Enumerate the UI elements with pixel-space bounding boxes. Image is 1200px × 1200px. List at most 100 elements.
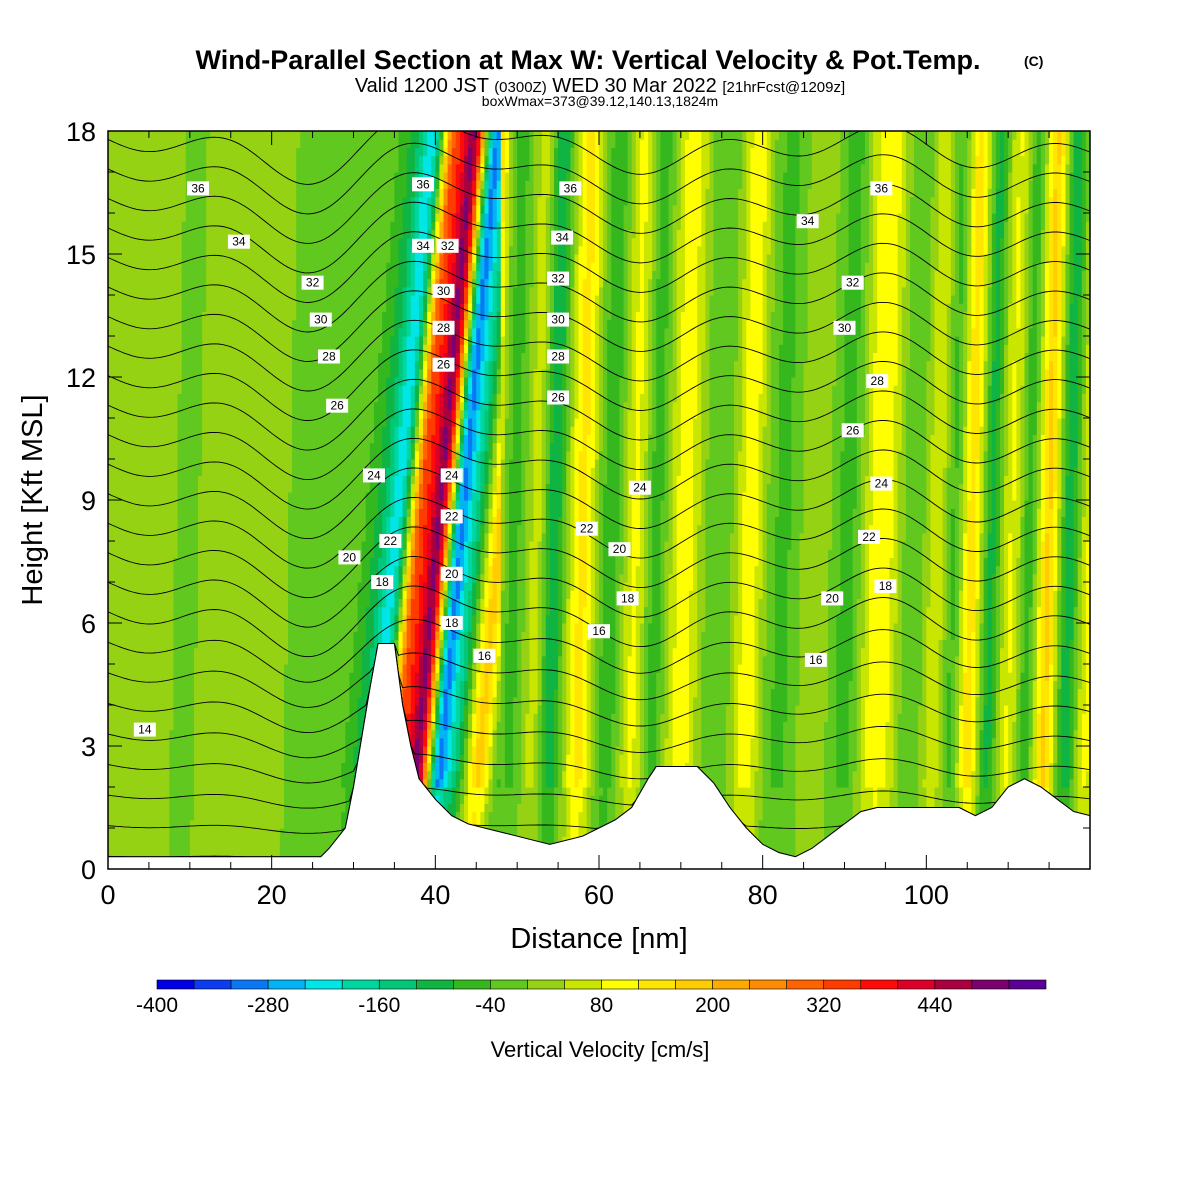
w-cell	[226, 467, 232, 476]
w-cell	[202, 573, 207, 583]
w-cell	[210, 737, 215, 747]
w-cell	[312, 286, 318, 296]
w-cell	[292, 401, 297, 411]
w-cell	[128, 524, 134, 534]
w-cell	[136, 762, 142, 772]
w-cell	[300, 303, 305, 312]
w-cell	[251, 811, 256, 821]
w-cell	[124, 360, 130, 370]
w-cell	[198, 680, 203, 690]
w-cell	[218, 746, 224, 755]
w-cell	[308, 688, 314, 698]
w-cell	[308, 746, 314, 755]
w-cell	[108, 787, 113, 796]
w-cell	[312, 836, 318, 845]
w-cell	[312, 467, 318, 476]
w-cell	[333, 557, 338, 567]
w-cell	[153, 327, 158, 337]
w-cell	[177, 541, 183, 550]
w-cell	[222, 795, 228, 804]
w-cell	[153, 819, 158, 829]
w-cell	[218, 352, 224, 362]
w-cell	[283, 467, 289, 476]
w-cell	[185, 303, 191, 312]
w-cell	[316, 541, 322, 550]
w-cell	[251, 737, 256, 747]
w-cell	[230, 762, 236, 772]
w-cell	[308, 565, 314, 575]
w-cell	[234, 811, 240, 821]
w-cell	[140, 434, 146, 444]
w-cell	[316, 836, 322, 845]
w-cell	[320, 262, 326, 271]
w-cell	[222, 623, 228, 632]
w-cell	[161, 442, 166, 452]
w-cell	[148, 401, 154, 411]
w-cell	[251, 344, 256, 353]
w-cell	[251, 401, 256, 411]
w-cell	[214, 737, 220, 747]
w-cell	[214, 549, 220, 558]
w-cell	[206, 516, 211, 526]
w-cell	[140, 147, 146, 157]
w-cell	[279, 418, 285, 427]
w-cell	[120, 573, 125, 583]
w-cell	[288, 573, 293, 583]
w-cell	[165, 828, 170, 837]
w-cell	[263, 385, 269, 394]
w-cell	[275, 368, 281, 378]
w-cell	[320, 295, 326, 304]
w-cell	[292, 221, 297, 230]
w-cell	[324, 516, 330, 526]
w-cell	[320, 131, 326, 140]
w-cell	[226, 623, 232, 632]
w-cell	[173, 360, 179, 370]
w-cell	[271, 196, 277, 206]
w-cell	[202, 163, 207, 173]
w-cell	[218, 803, 224, 813]
w-cell	[108, 393, 113, 403]
w-cell	[255, 836, 260, 845]
w-cell	[185, 746, 191, 755]
w-cell	[296, 172, 301, 181]
w-cell	[296, 582, 301, 591]
w-cell	[275, 623, 281, 632]
w-cell	[320, 459, 326, 468]
w-cell	[263, 319, 269, 329]
w-cell	[173, 344, 179, 353]
w-cell	[288, 762, 293, 772]
w-cell	[153, 623, 158, 632]
w-cell	[198, 557, 203, 567]
w-cell	[300, 549, 305, 558]
w-cell	[304, 680, 310, 690]
w-cell	[198, 434, 203, 444]
w-cell	[251, 311, 256, 321]
w-cell	[210, 278, 215, 288]
w-cell	[222, 787, 228, 796]
w-cell	[234, 754, 240, 763]
w-cell	[263, 303, 269, 312]
w-cell	[132, 598, 138, 608]
w-cell	[275, 590, 281, 599]
w-cell	[316, 393, 322, 403]
w-cell	[193, 778, 199, 788]
w-cell	[238, 409, 244, 419]
w-cell	[267, 409, 273, 419]
w-cell	[288, 598, 293, 608]
w-cell	[124, 647, 130, 657]
w-cell	[214, 573, 220, 583]
w-cell	[255, 549, 260, 558]
w-cell	[202, 606, 207, 616]
w-cell	[300, 475, 305, 485]
w-cell	[177, 311, 183, 321]
w-cell	[308, 450, 314, 460]
w-cell	[288, 360, 293, 370]
w-cell	[255, 582, 260, 591]
w-cell	[247, 483, 252, 493]
w-cell	[267, 532, 273, 542]
w-cell	[153, 213, 158, 222]
w-cell	[226, 147, 232, 157]
w-cell	[255, 647, 260, 657]
w-cell	[296, 286, 301, 296]
w-cell	[243, 811, 248, 821]
